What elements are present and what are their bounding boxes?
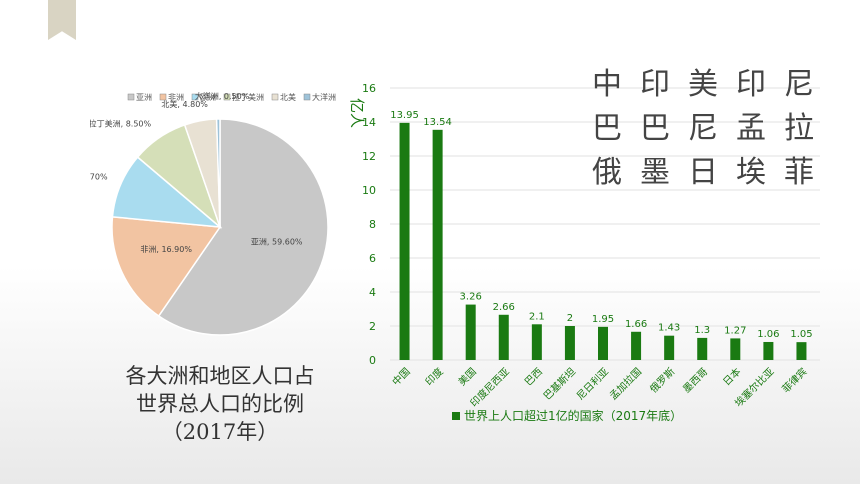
bar (399, 122, 410, 360)
bar-value-label: 1.43 (658, 323, 680, 334)
x-tick-label: 墨西哥 (681, 366, 711, 396)
bar (432, 129, 443, 360)
x-tick-label: 巴基斯坦 (541, 365, 578, 402)
bar-value-label: 2 (567, 313, 573, 324)
y-tick-label: 10 (362, 184, 376, 197)
y-tick-label: 8 (369, 218, 376, 231)
country-char: 菲 (784, 155, 816, 190)
bar (598, 326, 608, 360)
pie-labels: 亚洲, 59.60% 非洲, 16.90% 欧洲, 9.70% 拉丁美洲, 8.50%… (90, 91, 303, 254)
y-tick-label: 0 (369, 354, 376, 367)
pie-caption-line-2: 世界总人口的比例 (136, 392, 304, 416)
country-char: 美 (688, 67, 720, 102)
y-tick-label: 12 (362, 150, 376, 163)
pie-slice (157, 118, 329, 336)
country-char: 巴 (640, 111, 672, 146)
country-character-grid: 中 印 美 印 尼 巴 巴 尼 孟 拉 俄 墨 日 埃 菲 (584, 66, 824, 192)
pie-caption-line-3: （2017年） (161, 420, 279, 444)
bar (763, 341, 774, 360)
bar (697, 337, 708, 360)
country-char: 孟 (736, 111, 768, 146)
y-tick-label: 14 (362, 116, 376, 129)
bar (564, 326, 575, 360)
bar-legend-swatch (452, 412, 460, 420)
bar-chart: 亿人024681012141613.95中国13.54印度3.26美国2.66印… (348, 82, 820, 423)
x-tick-label: 美国 (455, 365, 478, 388)
bar (664, 335, 675, 360)
pie-slice (215, 118, 221, 228)
bar (730, 338, 741, 360)
country-char: 日 (688, 155, 720, 190)
y-tick-label: 2 (369, 320, 376, 333)
bar-value-label: 2.66 (493, 302, 515, 313)
bar-value-label: 3.26 (460, 292, 482, 303)
bookmark-ribbon (48, 0, 76, 40)
x-tick-label: 俄罗斯 (647, 365, 677, 395)
bar (631, 331, 642, 360)
country-char: 印 (640, 67, 672, 102)
pie-slice (111, 216, 222, 317)
bar (465, 304, 476, 360)
pie-legend-swatch (191, 93, 199, 101)
pie-legend-label: 亚洲 (136, 93, 152, 102)
pie-legend-label: 欧洲 (200, 92, 216, 102)
pie-legend-label: 大洋洲 (312, 92, 336, 102)
x-tick-label: 日本 (720, 365, 743, 388)
pie-data-label: 大洋洲, 0.50% (195, 91, 250, 101)
bar-value-label: 1.66 (625, 319, 647, 330)
x-tick-label: 菲律宾 (779, 365, 809, 395)
country-char: 尼 (688, 111, 720, 146)
gridlines: 0 2 4 6 8 10 12 14 16 (362, 82, 820, 367)
bar-value-label: 1.06 (757, 329, 779, 340)
pie-legend-swatch (159, 93, 167, 101)
bar-value-label: 1.05 (790, 329, 812, 340)
x-tick-label: 尼日利亚 (574, 366, 611, 403)
pie-data-label: 亚洲, 59.60% (251, 238, 303, 247)
x-tick-label: 孟加拉国 (607, 365, 644, 402)
pie-legend-swatch (271, 93, 279, 101)
bar-value-label: 13.95 (390, 110, 419, 121)
country-char: 巴 (592, 111, 624, 146)
country-char: 俄 (592, 155, 624, 190)
country-char: 中 (592, 67, 624, 102)
bar (498, 314, 509, 360)
bar-legend: 世界上人口超过1亿的国家（2017年底） (452, 408, 682, 423)
y-tick-label: 16 (362, 82, 376, 95)
bar-legend-label: 世界上人口超过1亿的国家（2017年底） (464, 408, 682, 423)
pie-legend-swatch (303, 93, 311, 101)
pie-legend-swatch (127, 93, 135, 101)
country-char: 墨 (640, 155, 672, 190)
pie-legend-label: 拉丁美洲 (232, 92, 264, 102)
bar-value-label: 2.1 (529, 311, 545, 322)
pie-slices (111, 118, 329, 336)
pie-legend: 亚洲 非洲 欧洲 拉丁美洲 北美 大洋洲 (127, 92, 336, 102)
bar-value-label: 1.27 (724, 325, 746, 336)
country-char: 印 (736, 67, 768, 102)
bar-value-label: 1.95 (592, 314, 614, 325)
pie-data-label: 欧洲, 9.70% (90, 172, 108, 182)
pie-caption: 各大洲和地区人口占 世界总人口的比例 （2017年） (95, 362, 345, 446)
country-char: 尼 (784, 67, 816, 102)
y-tick-label: 6 (369, 252, 376, 265)
pie-caption-line-1: 各大洲和地区人口占 (125, 364, 315, 388)
y-tick-label: 4 (369, 286, 376, 299)
pie-legend-label: 非洲 (168, 92, 184, 102)
bar-value-label: 13.54 (423, 117, 452, 128)
y-axis-label: 亿人 (348, 98, 366, 128)
bar (796, 342, 807, 360)
x-tick-label: 中国 (389, 365, 412, 388)
pie-legend-label: 北美 (280, 92, 296, 102)
country-char: 拉 (784, 111, 816, 146)
x-tick-label: 印度 (422, 365, 445, 388)
country-char: 埃 (736, 155, 768, 190)
bar (531, 324, 542, 360)
bar-value-label: 1.3 (694, 325, 710, 336)
pie-legend-swatch (223, 93, 231, 101)
pie-data-label: 非洲, 16.90% (140, 244, 192, 254)
x-tick-label: 巴西 (522, 366, 545, 389)
pie-data-label: 拉丁美洲, 8.50% (90, 118, 152, 128)
pie-data-label: 北美, 4.80% (161, 99, 208, 109)
